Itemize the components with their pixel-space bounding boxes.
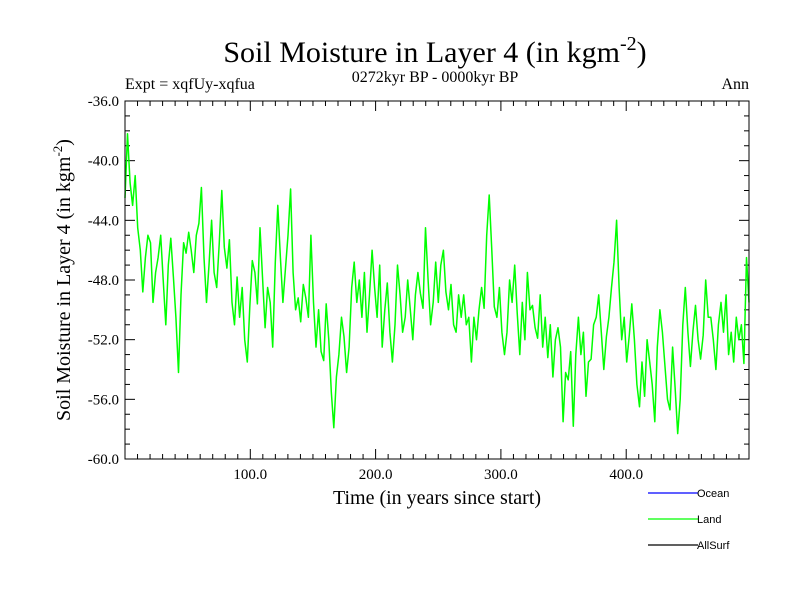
y-tick-label: -40.0	[88, 154, 119, 170]
y-axis-label: Soil Moisture in Layer 4 (in kgm-2)	[50, 139, 75, 421]
series-line-land	[124, 133, 750, 435]
chart-title-superscript: -2	[620, 33, 637, 55]
y-axis-ticks: -36.0 -40.0 -44.0 -48.0 -52.0 -56.0 -60.0	[88, 94, 749, 468]
legend-label-ocean: Ocean	[697, 488, 729, 500]
legend-label-allsurf: AllSurf	[697, 540, 730, 552]
y-tick-label: -56.0	[88, 392, 119, 408]
x-axis-ticks: 100.0 200.0 300.0 400.0	[137, 101, 740, 483]
x-tick-label: 100.0	[233, 467, 267, 483]
series-lines	[124, 133, 750, 435]
y-tick-label: -36.0	[88, 94, 119, 110]
plot-frame	[124, 100, 750, 460]
x-axis-label: Time (in years since start)	[333, 487, 541, 509]
period-label: 0272kyr BP - 0000kyr BP	[352, 69, 519, 86]
legend: Ocean Land AllSurf	[648, 488, 730, 552]
y-axis-label-superscript: -2	[50, 146, 65, 157]
legend-label-land: Land	[697, 514, 721, 526]
season-label: Ann	[721, 76, 749, 93]
x-tick-label: 300.0	[484, 467, 518, 483]
x-tick-label: 400.0	[609, 467, 643, 483]
x-tick-label: 200.0	[359, 467, 393, 483]
experiment-label: Expt = xqfUy-xqfua	[125, 76, 255, 93]
y-tick-label: -44.0	[88, 213, 119, 229]
y-tick-label: -48.0	[88, 273, 119, 289]
y-tick-label: -60.0	[88, 452, 119, 468]
chart-title: Soil Moisture in Layer 4 (in kgm-2)	[223, 33, 646, 69]
y-tick-label: -52.0	[88, 333, 119, 349]
